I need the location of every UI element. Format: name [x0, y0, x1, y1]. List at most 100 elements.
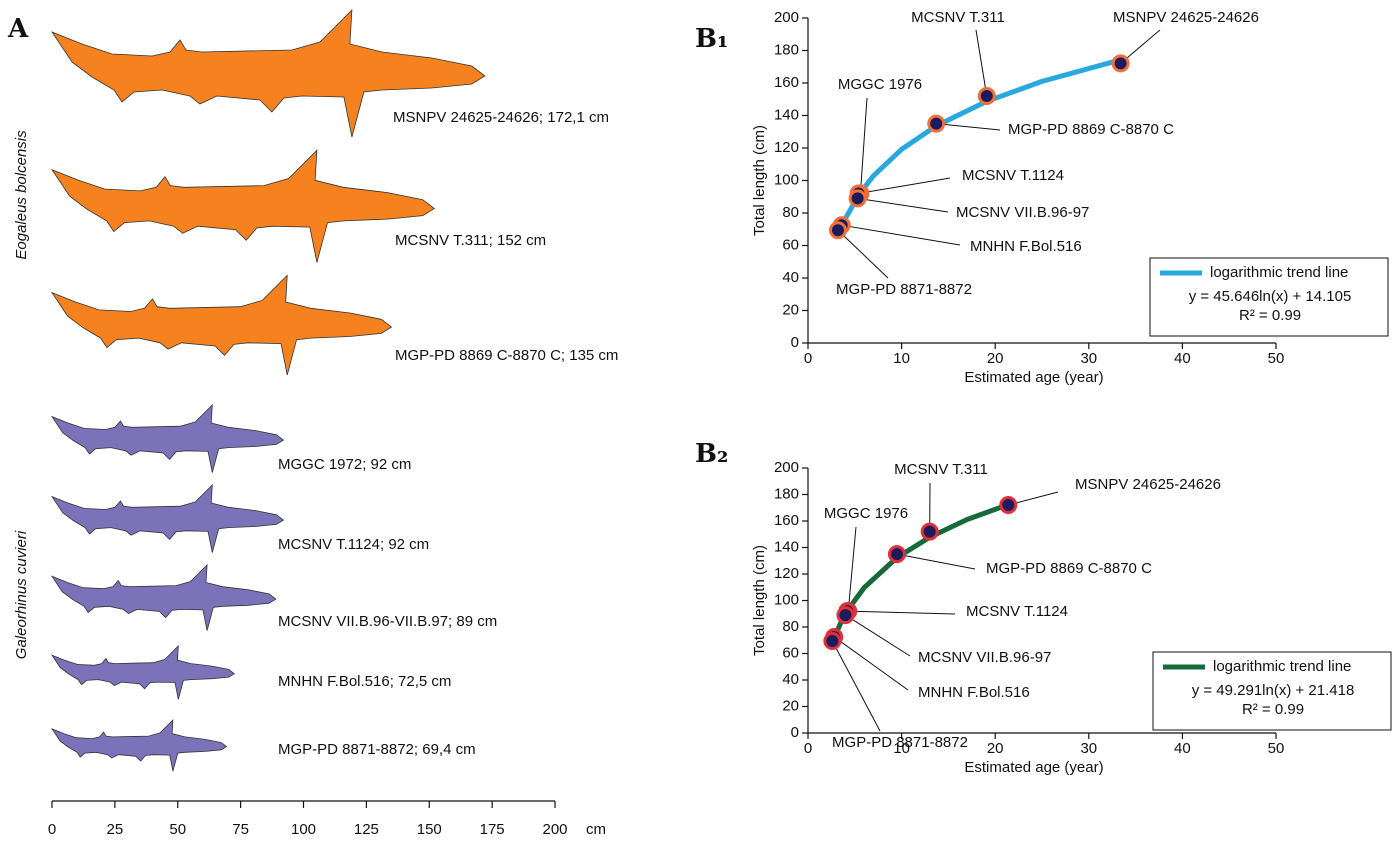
legend-label: logarithmic trend line	[1210, 264, 1348, 281]
leader-line	[936, 123, 1001, 131]
x-tick-label: 50	[1268, 740, 1285, 757]
point-label: MGP-PD 8871-8872	[832, 734, 968, 751]
point-label: MGGC 1976	[838, 76, 922, 93]
x-tick-label: 40	[1174, 740, 1191, 757]
y-tick-label: 40	[782, 269, 799, 286]
x-tick-label: 40	[1174, 350, 1191, 367]
x-axis-title: Estimated age (year)	[964, 759, 1103, 776]
point-label: MGP-PD 8869 C-8870 C	[986, 560, 1152, 577]
data-point	[999, 495, 1018, 514]
y-tick-label: 180	[774, 485, 799, 502]
point-label: MCSNV T.1124	[966, 603, 1068, 620]
point-label: MSNPV 24625-24626	[1113, 9, 1259, 26]
x-unit: cm	[586, 821, 606, 838]
leader-line	[975, 29, 988, 97]
r-squared: R² = 0.99	[1242, 701, 1304, 718]
leader-line	[833, 636, 909, 691]
x-tick-label: 200	[542, 821, 567, 838]
point-label: MCSNV T.311	[894, 461, 988, 478]
point-label: MCSNV T.1124	[962, 167, 1064, 184]
y-axis-title: Total length (cm)	[751, 545, 768, 656]
x-tick-label: 20	[987, 740, 1004, 757]
shark-silhouette	[50, 8, 486, 138]
data-point	[920, 522, 939, 541]
legend-box	[1152, 651, 1392, 731]
y-tick-label: 160	[774, 74, 799, 91]
x-tick-label: 10	[893, 740, 910, 757]
panel-label: B₂	[695, 439, 728, 469]
x-tick-label: 20	[987, 350, 1004, 367]
point-label: MCSNV T.311	[911, 9, 1005, 26]
x-tick-label: 175	[480, 821, 505, 838]
r-squared: R² = 0.99	[1239, 307, 1301, 324]
data-point	[823, 632, 842, 651]
panel-label: B₁	[695, 24, 728, 54]
x-tick-label: 25	[107, 821, 124, 838]
y-tick-label: 200	[774, 459, 799, 476]
shark-silhouette	[50, 274, 393, 376]
shark-silhouette	[50, 718, 228, 772]
y-tick-label: 180	[774, 41, 799, 58]
y-tick-label: 140	[774, 538, 799, 555]
trend-equation: y = 49.291ln(x) + 21.418	[1192, 682, 1355, 699]
specimen-label: MCSNV T.1124; 92 cm	[278, 536, 429, 553]
point-label: MGP-PD 8871-8872	[836, 281, 972, 298]
y-tick-label: 60	[782, 644, 799, 661]
point-label: MNHN F.Bol.516	[970, 238, 1082, 255]
point-label: MNHN F.Bol.516	[918, 684, 1030, 701]
y-axis-title: Total length (cm)	[751, 125, 768, 236]
point-label: MGP-PD 8869 C-8870 C	[1008, 121, 1174, 138]
y-tick-label: 200	[774, 9, 799, 26]
data-point	[848, 189, 867, 208]
point-label: MSNPV 24625-24626	[1075, 476, 1221, 493]
specimen-label: MGP-PD 8869 C-8870 C; 135 cm	[395, 347, 618, 364]
y-tick-label: 120	[774, 565, 799, 582]
shark-silhouette	[50, 483, 285, 553]
data-point	[828, 221, 847, 240]
trend-equation: y = 45.646ln(x) + 14.105	[1189, 288, 1352, 305]
shark-silhouette	[50, 563, 277, 631]
y-tick-label: 0	[791, 334, 799, 351]
leader-line	[841, 224, 961, 246]
y-tick-label: 140	[774, 106, 799, 123]
specimen-label: MGGC 1972; 92 cm	[278, 456, 411, 473]
data-point	[887, 545, 906, 564]
group-label: Galeorhinus cuvieri	[13, 530, 30, 659]
x-tick-label: 10	[893, 350, 910, 367]
panel-label: A	[7, 14, 29, 44]
y-tick-label: 100	[774, 171, 799, 188]
leader-line	[831, 640, 881, 732]
data-point	[977, 87, 996, 105]
y-tick-label: 0	[791, 724, 799, 741]
specimen-label: MGP-PD 8871-8872; 69,4 cm	[278, 741, 476, 758]
y-tick-label: 120	[774, 139, 799, 156]
x-tick-label: 100	[291, 821, 316, 838]
y-tick-label: 20	[782, 697, 799, 714]
y-tick-label: 80	[782, 618, 799, 635]
x-tick-label: 30	[1080, 350, 1097, 367]
data-point	[1111, 54, 1130, 73]
y-tick-label: 60	[782, 236, 799, 253]
x-tick-label: 50	[1268, 350, 1285, 367]
x-tick-label: 30	[1080, 740, 1097, 757]
shark-silhouette	[50, 403, 285, 473]
y-tick-label: 80	[782, 204, 799, 221]
leader-line	[837, 229, 889, 279]
y-tick-label: 160	[774, 512, 799, 529]
x-tick-label: 125	[354, 821, 379, 838]
leader-line	[896, 553, 976, 570]
point-label: MGGC 1976	[824, 505, 908, 522]
data-point	[836, 606, 855, 625]
y-tick-label: 20	[782, 301, 799, 318]
x-axis-title: Estimated age (year)	[964, 369, 1103, 386]
leader-line	[847, 610, 956, 615]
leader-line	[858, 177, 951, 194]
specimen-label: MNHN F.Bol.516; 72,5 cm	[278, 673, 451, 690]
legend-label: logarithmic trend line	[1213, 658, 1351, 675]
point-label: MCSNV VII.B.96-97	[918, 649, 1051, 666]
leader-line	[845, 614, 911, 657]
data-point	[927, 114, 946, 133]
trend-line	[829, 502, 1011, 645]
group-label: Eogaleus bolcensis	[13, 130, 30, 260]
